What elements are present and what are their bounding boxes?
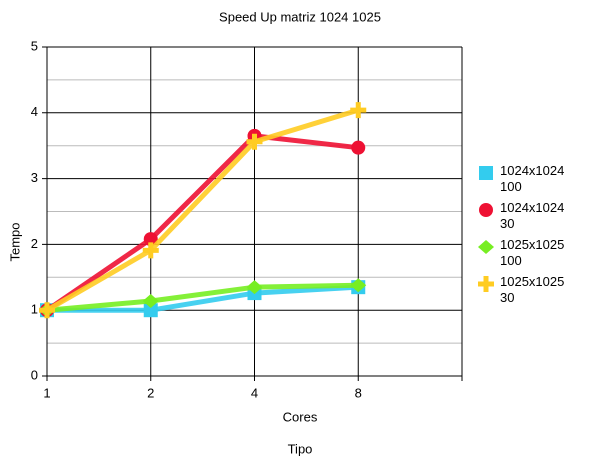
data-point	[246, 133, 263, 150]
legend-label: 1024x1024 30	[500, 200, 565, 231]
legend-label: 1025x1025 30	[500, 274, 565, 305]
data-point	[142, 293, 159, 308]
x-tick-label: 4	[251, 385, 258, 400]
legend-swatch	[479, 203, 493, 217]
legend-item: 1024x1024 100	[478, 163, 578, 200]
x-tick-label: 1	[43, 385, 50, 400]
y-tick-label: 4	[31, 104, 38, 119]
data-point	[143, 303, 158, 318]
series-line	[47, 284, 359, 313]
legend-item: 1024x1024 30	[478, 200, 578, 237]
legend-label: 1025x1025 100	[500, 237, 565, 268]
y-tick-label: 2	[31, 236, 38, 251]
data-point	[350, 102, 367, 119]
y-tick-label: 3	[31, 170, 38, 185]
y-axis-label: Tempo	[7, 222, 22, 261]
legend-label: 1024x1024 100	[500, 163, 565, 194]
data-point	[350, 278, 367, 293]
x-tick-label: 2	[147, 385, 154, 400]
legend: 1024x1024 100 1024x1024 30 1025x1025 100 10…	[478, 163, 578, 311]
caption: Tipo	[288, 441, 313, 456]
data-point	[39, 302, 55, 319]
chart-title: Speed Up matriz 1024 1025	[219, 9, 381, 24]
data-point	[246, 280, 263, 295]
legend-swatch	[478, 240, 494, 254]
legend-item: 1025x1025 30	[478, 274, 578, 311]
legend-marker	[478, 276, 494, 292]
x-axis-label: Cores	[283, 409, 318, 424]
legend-swatch	[479, 166, 493, 180]
legend-item: 1025x1025 100	[478, 237, 578, 274]
legend-swatch	[478, 276, 494, 292]
y-tick-label: 0	[31, 367, 38, 382]
y-tick-label: 1	[31, 302, 38, 317]
series-line	[45, 107, 359, 313]
series-line	[45, 133, 359, 313]
legend-marker	[479, 203, 493, 217]
legend-marker	[479, 166, 493, 180]
data-point	[351, 140, 366, 155]
data-point	[142, 242, 159, 259]
x-tick-label: 8	[355, 385, 362, 400]
legend-marker	[478, 240, 494, 254]
y-tick-label: 5	[31, 38, 38, 53]
data-point	[143, 232, 158, 247]
series-line	[46, 282, 359, 313]
